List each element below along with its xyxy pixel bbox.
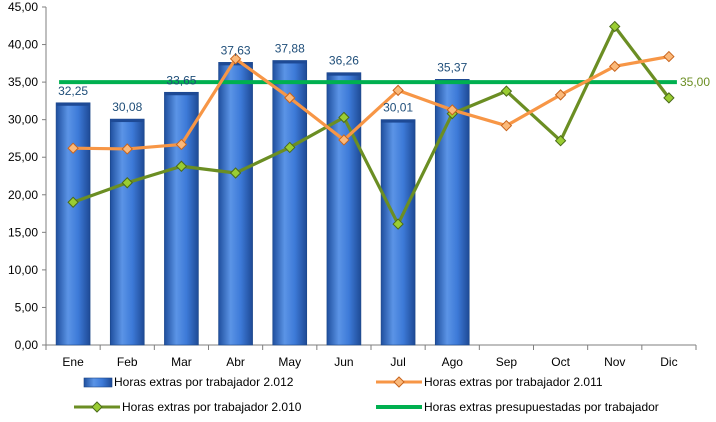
series-2011-point <box>67 142 79 154</box>
budget-value-label: 35,00 <box>680 75 710 89</box>
bar-value-label: 33,65 <box>166 73 196 87</box>
legend-swatch <box>83 377 113 388</box>
bar-top-edge <box>56 102 91 106</box>
y-tick-label: 15,00 <box>8 225 38 239</box>
series-2010-point <box>554 134 567 147</box>
series-2010-point <box>229 167 242 179</box>
bar-top-edge <box>110 119 145 123</box>
data-labels: 32,25 30,08 33,65 37,63 37,88 36,26 30,01 35,37… <box>58 41 710 114</box>
x-tick-label: May <box>278 355 301 369</box>
x-tick-label: Nov <box>604 355 625 369</box>
bar-value-label: 35,37 <box>437 60 467 74</box>
bar-top-edge <box>272 60 307 64</box>
x-tick-label: Ene <box>62 355 84 369</box>
series-2011-point <box>338 134 350 146</box>
series-2011-point <box>446 104 458 116</box>
bar-top-edge <box>164 92 199 96</box>
x-tick-label: Mar <box>171 355 192 369</box>
bar-value-label: 30,08 <box>112 100 142 114</box>
series-2011-line <box>73 54 670 151</box>
y-tick-label: 5,00 <box>15 300 39 314</box>
bar-value-label: 36,26 <box>329 54 359 68</box>
legend-label: Horas extras por trabajador 2.011 <box>424 375 603 389</box>
legend: Horas extras por trabajador 2.012 Horas e… <box>74 375 659 414</box>
bar <box>164 91 199 346</box>
bar <box>218 62 253 346</box>
series-2011-point <box>500 119 513 132</box>
x-tick-label: Feb <box>117 355 138 369</box>
series-2011-point <box>229 53 242 65</box>
x-tick-label: Sep <box>496 355 518 369</box>
bar-value-label: 37,88 <box>275 41 305 55</box>
series-2010-point <box>338 111 350 124</box>
series-2010-point <box>663 92 675 104</box>
series-2010-point <box>67 196 79 208</box>
bar <box>434 79 470 346</box>
legend-label: Horas extras por trabajador 2.012 <box>114 375 294 389</box>
series-2011-point <box>554 89 567 101</box>
y-tick-label: 0,00 <box>15 338 39 352</box>
bar-value-label: 30,01 <box>383 101 413 115</box>
y-ticks: 0,00 5,00 10,00 15,00 20,00 25,00 30,00 35,00 40… <box>8 0 46 352</box>
y-tick-label: 40,00 <box>8 38 38 52</box>
x-tick-label: Jun <box>334 355 353 369</box>
series-2011-point <box>121 143 133 155</box>
x-tick-label: Jul <box>390 355 405 369</box>
legend-marker <box>91 401 103 413</box>
x-tick-label: Abr <box>226 355 245 369</box>
legend-item: Horas extras por trabajador 2.010 <box>74 400 302 414</box>
series-2011-point <box>609 60 621 73</box>
legend-label: Horas extras presupuestadas por trabajad… <box>424 400 659 414</box>
bar-top-edge <box>326 72 361 76</box>
bar <box>55 102 91 346</box>
series-2011-point <box>392 84 404 97</box>
bar-top-edge <box>381 119 416 123</box>
y-tick-label: 35,00 <box>8 75 38 89</box>
x-tick-label: Oct <box>551 355 570 369</box>
bar-value-label: 32,25 <box>58 84 88 98</box>
y-tick-label: 25,00 <box>8 150 38 164</box>
bar <box>380 119 416 346</box>
y-tick-label: 30,00 <box>8 113 38 127</box>
x-tick-label: Dic <box>660 355 677 369</box>
series-2010-point <box>609 20 621 33</box>
y-tick-label: 45,00 <box>8 0 38 14</box>
legend-label: Horas extras por trabajador 2.010 <box>122 400 302 414</box>
series-2010-point <box>392 218 404 230</box>
series-2010-point <box>121 177 133 189</box>
legend-item: Horas extras por trabajador 2.011 <box>376 375 603 389</box>
series-2011-point <box>663 50 675 63</box>
series-2010-point <box>284 141 296 154</box>
y-tick-label: 10,00 <box>8 263 38 277</box>
bar-value-label: 37,63 <box>221 43 251 57</box>
series-2010-point <box>500 85 513 97</box>
series-2010-point <box>175 160 188 172</box>
legend-item: Horas extras por trabajador 2.012 <box>83 375 294 389</box>
lines <box>59 20 677 230</box>
x-tick-label: Ago <box>442 355 464 369</box>
series-2011-point <box>284 92 296 104</box>
legend-marker <box>393 376 405 388</box>
x-ticks: Ene Feb Mar Abr May Jun Jul Ago Sep Oct Nov Dic <box>45 345 697 369</box>
series-2010-line <box>72 24 671 226</box>
legend-item: Horas extras presupuestadas por trabajad… <box>376 400 659 414</box>
y-tick-label: 20,00 <box>8 188 38 202</box>
series-2011-point <box>175 138 188 151</box>
